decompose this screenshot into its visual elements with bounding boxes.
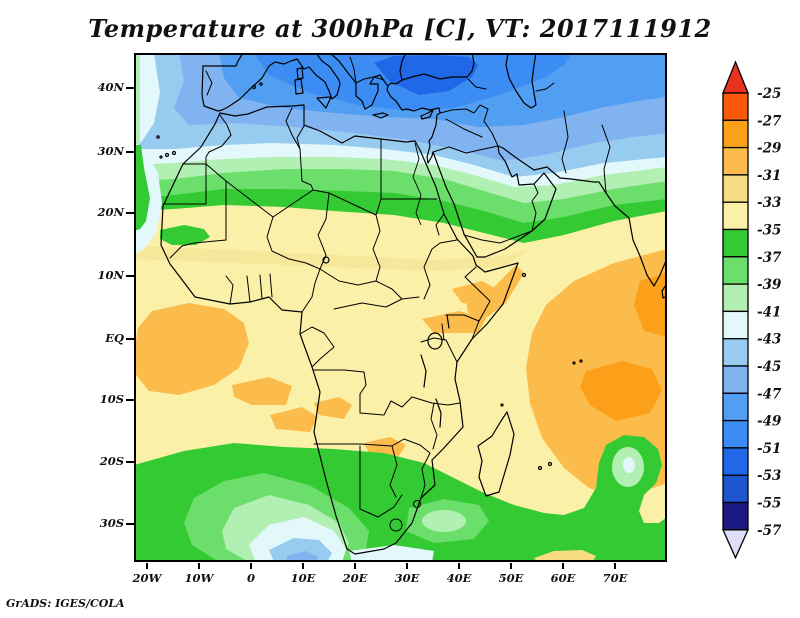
temperature-field bbox=[134, 53, 667, 562]
colorbar-label: -53 bbox=[757, 468, 781, 484]
lon-tick bbox=[458, 563, 460, 569]
lon-tick-label-40E: 40E bbox=[437, 571, 481, 585]
lat-tick bbox=[126, 461, 134, 463]
page: Temperature at 300hPa [C], VT: 201711191… bbox=[0, 0, 800, 618]
colorbar-cell bbox=[723, 366, 748, 393]
colorbar-cell bbox=[723, 257, 748, 284]
lat-tick-label-40N: 40N bbox=[88, 80, 124, 94]
colorbar-label: -25 bbox=[757, 86, 781, 102]
colorbar-cell bbox=[723, 311, 748, 338]
lat-tick bbox=[126, 212, 134, 214]
chart-title: Temperature at 300hPa [C], VT: 201711191… bbox=[0, 14, 800, 43]
lat-tick bbox=[126, 338, 134, 340]
lon-tick-label-70E: 70E bbox=[593, 571, 637, 585]
lon-tick bbox=[250, 563, 252, 569]
colorbar-cell bbox=[723, 93, 748, 120]
lat-tick-label-10N: 10N bbox=[88, 268, 124, 282]
colorbar-cell bbox=[723, 503, 748, 530]
credit-text: GrADS: IGES/COLA bbox=[6, 597, 125, 610]
colorbar-cell bbox=[723, 120, 748, 147]
colorbar-cell bbox=[723, 175, 748, 202]
lon-tick-label-10E: 10E bbox=[281, 571, 325, 585]
lat-tick-label-30N: 30N bbox=[88, 144, 124, 158]
colorbar-cell bbox=[723, 284, 748, 311]
lat-tick-label-EQ: EQ bbox=[88, 331, 124, 345]
colorbar-arrow-bottom bbox=[723, 530, 748, 558]
colorbar-label: -55 bbox=[757, 496, 781, 512]
colorbar: -25 -27 -29 -31 -33 -35 -37 -39 -41 -43 -45 -47 -49 -… bbox=[713, 55, 797, 565]
lon-tick bbox=[198, 563, 200, 569]
lat-tick-label-20S: 20S bbox=[88, 454, 124, 468]
colorbar-label: -27 bbox=[757, 113, 782, 129]
lon-tick bbox=[562, 563, 564, 569]
colorbar-cell bbox=[723, 421, 748, 448]
lon-tick-label-0: 0 bbox=[229, 571, 273, 585]
lat-tick-label-30S: 30S bbox=[88, 516, 124, 530]
colorbar-label: -45 bbox=[757, 359, 781, 375]
lon-tick-label-60E: 60E bbox=[541, 571, 585, 585]
colorbar-cell bbox=[723, 475, 748, 502]
lon-tick bbox=[354, 563, 356, 569]
lat-tick bbox=[126, 399, 134, 401]
lon-tick bbox=[302, 563, 304, 569]
lat-tick bbox=[126, 151, 134, 153]
colorbar-arrow-top bbox=[723, 62, 748, 93]
lon-tick-label-30E: 30E bbox=[385, 571, 429, 585]
colorbar-label: -39 bbox=[757, 277, 782, 293]
colorbar-label: -43 bbox=[757, 332, 781, 348]
colorbar-label: -49 bbox=[757, 414, 782, 430]
colorbar-cell bbox=[723, 393, 748, 420]
colorbar-cell bbox=[723, 448, 748, 475]
colorbar-label: -47 bbox=[757, 386, 782, 402]
lat-tick bbox=[126, 523, 134, 525]
lat-tick bbox=[126, 275, 134, 277]
colorbar-cell bbox=[723, 339, 748, 366]
lon-tick-label-10W: 10W bbox=[177, 571, 221, 585]
colorbar-label: -35 bbox=[757, 223, 781, 239]
colorbar-cell bbox=[723, 148, 748, 175]
lon-tick-label-20E: 20E bbox=[333, 571, 377, 585]
colorbar-label: -31 bbox=[757, 168, 781, 184]
colorbar-cell bbox=[723, 230, 748, 257]
lat-tick-label-10S: 10S bbox=[88, 392, 124, 406]
colorbar-label: -37 bbox=[757, 250, 782, 266]
lon-tick-label-50E: 50E bbox=[489, 571, 533, 585]
colorbar-label: -57 bbox=[757, 523, 782, 539]
lon-tick bbox=[510, 563, 512, 569]
colorbar-label: -33 bbox=[757, 195, 781, 211]
colorbar-cell bbox=[723, 202, 748, 229]
colorbar-label: -29 bbox=[757, 141, 782, 157]
colorbar-label: -51 bbox=[757, 441, 781, 457]
lat-tick bbox=[126, 87, 134, 89]
colorbar-label: -41 bbox=[757, 304, 781, 320]
lon-tick bbox=[146, 563, 148, 569]
lon-tick bbox=[614, 563, 616, 569]
lon-tick-label-20W: 20W bbox=[125, 571, 169, 585]
lat-tick-label-20N: 20N bbox=[88, 205, 124, 219]
map-canvas bbox=[134, 53, 667, 562]
lon-tick bbox=[406, 563, 408, 569]
